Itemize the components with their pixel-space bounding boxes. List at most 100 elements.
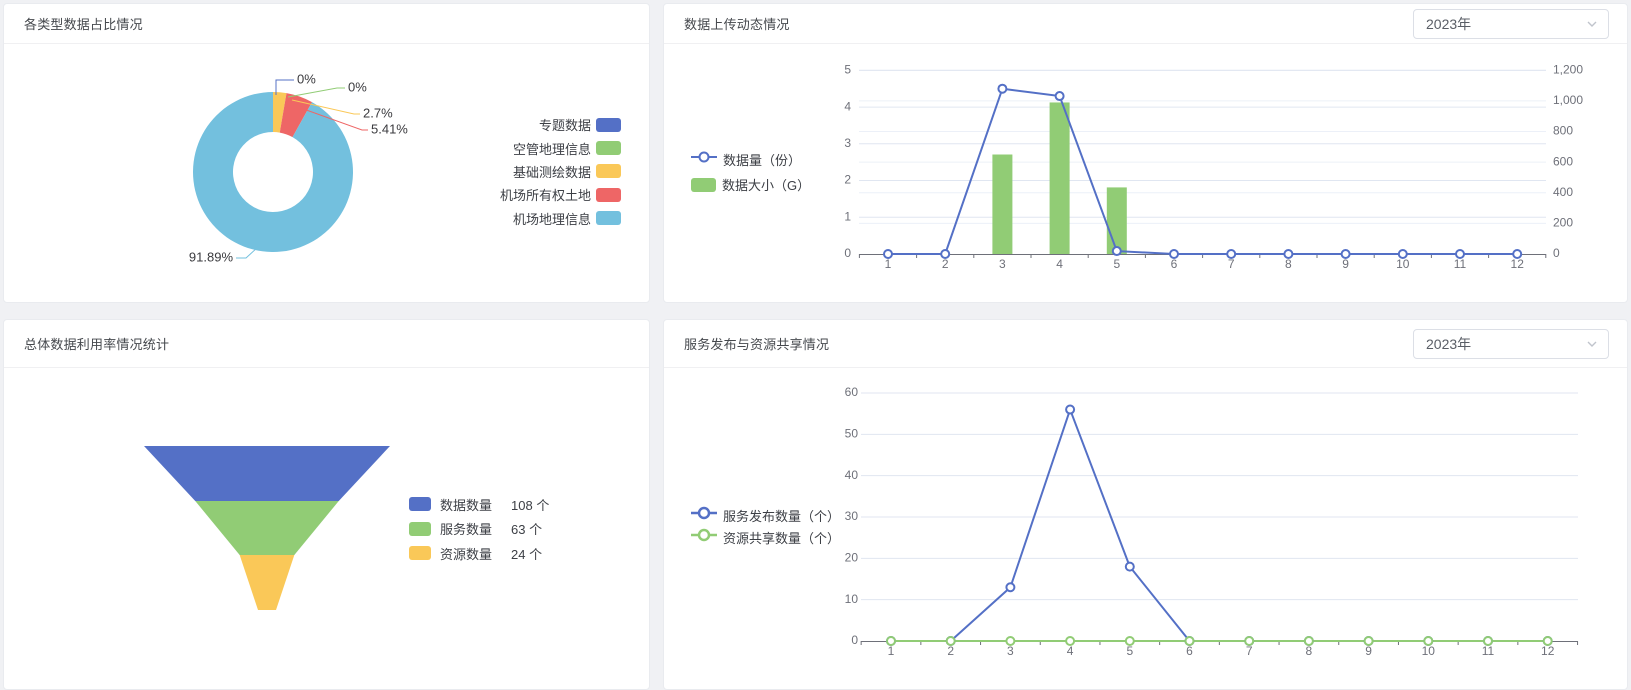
line-legend-marker: [691, 506, 717, 525]
legend-item[interactable]: 基础测绘数据: [500, 160, 621, 183]
pie-data-label: 2.7%: [363, 105, 393, 120]
line-marker: [1244, 636, 1255, 646]
line-marker: [1542, 636, 1553, 646]
chevron-down-icon: [1586, 18, 1598, 30]
legend-item[interactable]: 数据大小（G）: [691, 172, 810, 197]
line-marker: [1065, 636, 1076, 646]
legend-swatch: [596, 141, 621, 156]
legend-label: 空管地理信息: [512, 141, 591, 157]
legend-item[interactable]: 服务数量 63 个: [409, 517, 549, 542]
legend-item[interactable]: 机场所有权土地: [500, 183, 621, 206]
line-marker: [1054, 91, 1065, 102]
page-title: 各类型数据占比情况: [24, 17, 143, 32]
pie-data-label: 0%: [348, 79, 367, 94]
line-marker: [1423, 636, 1434, 646]
x-axis-label: 7: [1228, 257, 1235, 271]
x-axis-label: 9: [1365, 644, 1372, 658]
legend-swatch: [596, 211, 621, 226]
y-axis-label: 0: [851, 633, 858, 647]
line-marker: [1512, 249, 1523, 259]
funnel-section: [144, 446, 390, 501]
x-axis-label: 1: [885, 257, 892, 271]
legend-swatch: [691, 177, 716, 192]
legend-label: 服务数量: [440, 522, 493, 538]
year-dropdown[interactable]: 2023年: [1413, 329, 1609, 359]
line-series: [891, 406, 1548, 642]
x-axis-label: 6: [1186, 644, 1193, 658]
page-title: 数据上传动态情况: [684, 17, 790, 32]
y-axis-label: 60: [845, 385, 859, 399]
right-axis-label: 600: [1553, 154, 1573, 168]
legend-item[interactable]: 数据量（份）: [691, 147, 810, 172]
line-marker: [1397, 249, 1408, 259]
upload-legend: 数据量（份） 数据大小（G）: [691, 147, 810, 197]
legend-item[interactable]: 机场地理信息: [500, 207, 621, 230]
line-marker: [1483, 636, 1493, 646]
callout-line: [297, 106, 368, 131]
right-axis-label: 1,000: [1553, 93, 1583, 107]
legend-item[interactable]: 空管地理信息: [500, 136, 621, 159]
legend-value: 63 个: [511, 522, 543, 538]
card-header: 数据上传动态情况 2023年: [664, 4, 1627, 44]
panel-share-card: 服务发布与资源共享情况 2023年 服务发布数量（个） 资源共享数量（个） 0 10…: [663, 319, 1628, 690]
right-axis-label: 400: [1553, 185, 1573, 199]
pie-slice: [273, 92, 287, 133]
year-dropdown-value: 2023年: [1426, 16, 1472, 32]
legend-item[interactable]: 数据数量 108 个: [409, 492, 549, 517]
x-axis-label: 2: [942, 257, 949, 271]
legend-item[interactable]: 资源数量 24 个: [409, 541, 549, 566]
line-legend-marker: [691, 528, 717, 547]
line-marker: [1005, 582, 1016, 593]
legend-item[interactable]: 服务发布数量（个）: [691, 504, 840, 527]
year-dropdown[interactable]: 2023年: [1413, 9, 1609, 39]
callout-line: [291, 99, 360, 115]
legend-label: 机场所有权土地: [499, 188, 591, 204]
legend-swatch: [409, 546, 431, 561]
left-axis-label: 1: [844, 209, 851, 223]
legend-item[interactable]: 资源共享数量（个）: [691, 527, 840, 550]
line-marker: [1184, 636, 1195, 646]
year-dropdown-value: 2023年: [1426, 336, 1472, 352]
panel-funnel-card: 总体数据利用率情况统计 数据数量 108 个服务数量 63 个资源数量 24 个: [3, 319, 650, 690]
y-axis-label: 30: [845, 509, 859, 523]
x-axis-label: 9: [1342, 257, 1349, 271]
bar: [992, 154, 1013, 254]
legend-label: 服务发布数量（个）: [723, 508, 841, 524]
right-axis-label: 1,200: [1553, 62, 1583, 76]
line-marker: [1005, 636, 1016, 646]
x-axis-label: 4: [1067, 644, 1074, 658]
left-axis-label: 3: [844, 136, 851, 150]
legend-label: 数据量（份）: [723, 153, 802, 168]
chevron-down-icon: [1586, 338, 1598, 350]
card-header: 各类型数据占比情况: [4, 4, 649, 44]
left-axis-label: 0: [844, 246, 851, 260]
pie-slice: [279, 93, 313, 138]
page-title: 总体数据利用率情况统计: [24, 337, 170, 352]
line-marker: [1363, 636, 1374, 646]
legend-label: 资源共享数量（个）: [723, 531, 841, 547]
legend-label: 机场地理信息: [512, 211, 591, 227]
pie-data-label: 5.41%: [371, 121, 408, 136]
x-axis-label: 1: [888, 644, 895, 658]
line-marker: [1111, 246, 1122, 257]
x-axis-label: 12: [1541, 644, 1555, 658]
legend-label: 数据大小（G）: [722, 178, 811, 193]
legend-swatch: [596, 117, 621, 132]
line-marker: [997, 83, 1008, 94]
left-axis-label: 4: [844, 99, 851, 113]
legend-item[interactable]: 专题数据: [500, 113, 621, 136]
donut-chart: 0% 0% 2.7%5.41% 91.89%: [189, 71, 408, 264]
x-axis-label: 11: [1482, 644, 1495, 658]
line-marker: [1169, 249, 1179, 259]
legend-swatch: [596, 187, 621, 202]
x-axis-label: 3: [999, 257, 1006, 271]
card-header: 服务发布与资源共享情况 2023年: [664, 320, 1627, 368]
x-axis-label: 10: [1422, 644, 1436, 658]
pie-data-label: 91.89%: [189, 249, 234, 264]
x-axis-label: 3: [1007, 644, 1014, 658]
pie-slice: [193, 92, 353, 252]
pie-legend: 专题数据空管地理信息基础测绘数据机场所有权土地机场地理信息: [500, 113, 621, 230]
